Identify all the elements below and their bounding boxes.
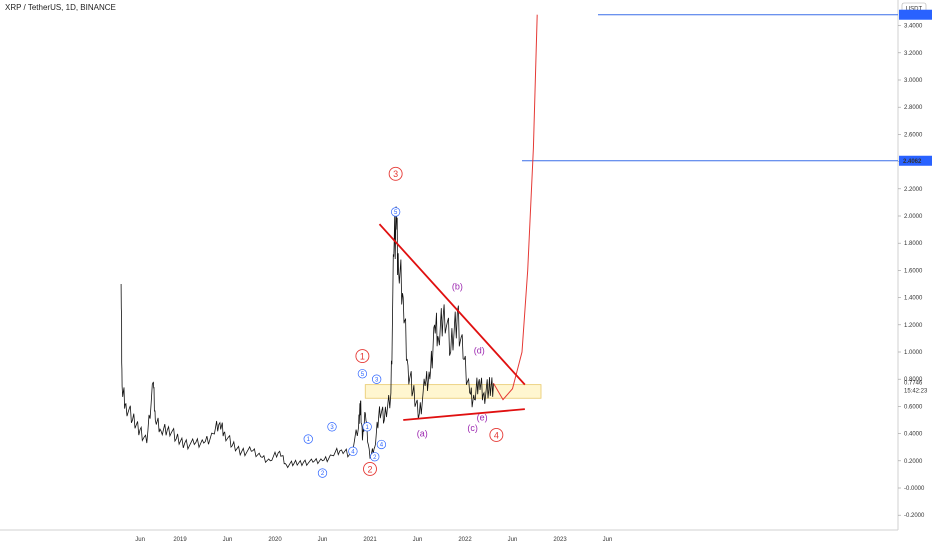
price-tick-label: 0.4000 — [904, 432, 923, 438]
subwave-marker-label: 1 — [307, 437, 311, 443]
price-tick-label: 1.8000 — [904, 241, 923, 247]
subwave-marker-circle — [370, 452, 380, 462]
subwave-marker-circle — [391, 207, 401, 217]
currency-badge-label: USDT — [906, 7, 923, 13]
price-tick-label: 1.6000 — [904, 268, 923, 274]
subwave-marker-label: 1 — [365, 425, 369, 431]
subwave-marker-circle — [357, 369, 368, 379]
subwave-marker-label: 4 — [380, 443, 384, 449]
price-tick-label: -0.0000 — [904, 486, 925, 492]
wave-letter-label: (d) — [474, 346, 485, 356]
subwave-marker-circle — [362, 422, 372, 432]
subwave-marker-circle — [376, 439, 387, 450]
price-tick-label: 3.2000 — [904, 51, 923, 57]
price-tick-label: 1.2000 — [904, 323, 923, 329]
last-price-label: 0.7746 — [904, 381, 923, 387]
price-tick-label: 2.2000 — [904, 187, 923, 193]
time-tick-label: 2022 — [458, 537, 472, 543]
triangle-trendline — [403, 408, 525, 421]
time-tick-label: Jun — [413, 537, 423, 543]
subwave-marker-circle — [348, 446, 358, 456]
wave-marker-label: 2 — [367, 464, 372, 474]
price-tick-label: 1.0000 — [904, 350, 923, 356]
triangle-trendline — [378, 223, 526, 386]
price-tick-label: 0.8000 — [904, 377, 923, 383]
price-tick-label: 2.8000 — [904, 105, 923, 111]
price-tick-label: -0.2000 — [904, 513, 925, 519]
chart-title: XRP / TetherUS, 1D, BINANCE — [5, 3, 116, 12]
price-tick-label: 2.0000 — [904, 214, 923, 220]
level-price-label: 2.4062 — [903, 159, 922, 165]
wave-marker-circle — [363, 462, 377, 476]
wave-marker-circle — [388, 166, 403, 181]
time-tick-label: Jun — [603, 537, 613, 543]
price-tick-label: 0.2000 — [904, 459, 923, 465]
subwave-marker-circle — [317, 468, 328, 478]
time-tick-label: Jun — [508, 537, 518, 543]
time-tick-label: Jun — [135, 537, 145, 543]
subwave-marker-label: 3 — [375, 377, 379, 383]
subwave-marker-label: 3 — [330, 425, 334, 431]
level-price-box — [899, 155, 932, 166]
time-tick-label: Jun — [318, 537, 328, 543]
wave-letter-label: (c) — [467, 423, 478, 433]
wave-marker-label: 1 — [360, 351, 365, 361]
price-tick-label: 2.6000 — [904, 132, 923, 138]
subwave-marker-circle — [303, 434, 313, 444]
countdown-label: 15:42:23 — [904, 389, 928, 395]
price-tick-label: 1.4000 — [904, 296, 923, 302]
wave-marker-circle — [355, 349, 370, 364]
subwave-marker-circle — [327, 422, 337, 432]
subwave-marker-circle — [372, 374, 382, 384]
wave-marker-label: 3 — [393, 169, 398, 179]
price-tick-label: 0.6000 — [904, 404, 923, 410]
projection-curve — [493, 14, 538, 401]
subwave-marker-label: 5 — [361, 372, 365, 378]
subwave-marker-label: 5 — [394, 210, 398, 216]
wave-marker-label: 4 — [494, 430, 499, 440]
subwave-marker-label: 2 — [373, 455, 377, 461]
price-tick-label: 3.4000 — [904, 24, 923, 30]
subwave-marker-label: 4 — [351, 449, 355, 455]
time-tick-label: 2023 — [553, 537, 567, 543]
time-tick-label: 2021 — [363, 537, 377, 543]
price-series-line — [120, 206, 494, 469]
top-level-price-box — [899, 9, 932, 20]
time-tick-label: Jun — [223, 537, 233, 543]
support-zone — [364, 384, 542, 399]
time-tick-label: 2019 — [173, 537, 187, 543]
wave-marker-circle — [489, 428, 504, 442]
wave-letter-label: (e) — [477, 412, 488, 422]
subwave-marker-label: 2 — [321, 471, 325, 477]
price-tick-label: 3.0000 — [904, 78, 923, 84]
time-tick-label: 2020 — [268, 537, 282, 543]
wave-letter-label: (a) — [417, 429, 428, 439]
wave-letter-label: (b) — [452, 282, 463, 292]
